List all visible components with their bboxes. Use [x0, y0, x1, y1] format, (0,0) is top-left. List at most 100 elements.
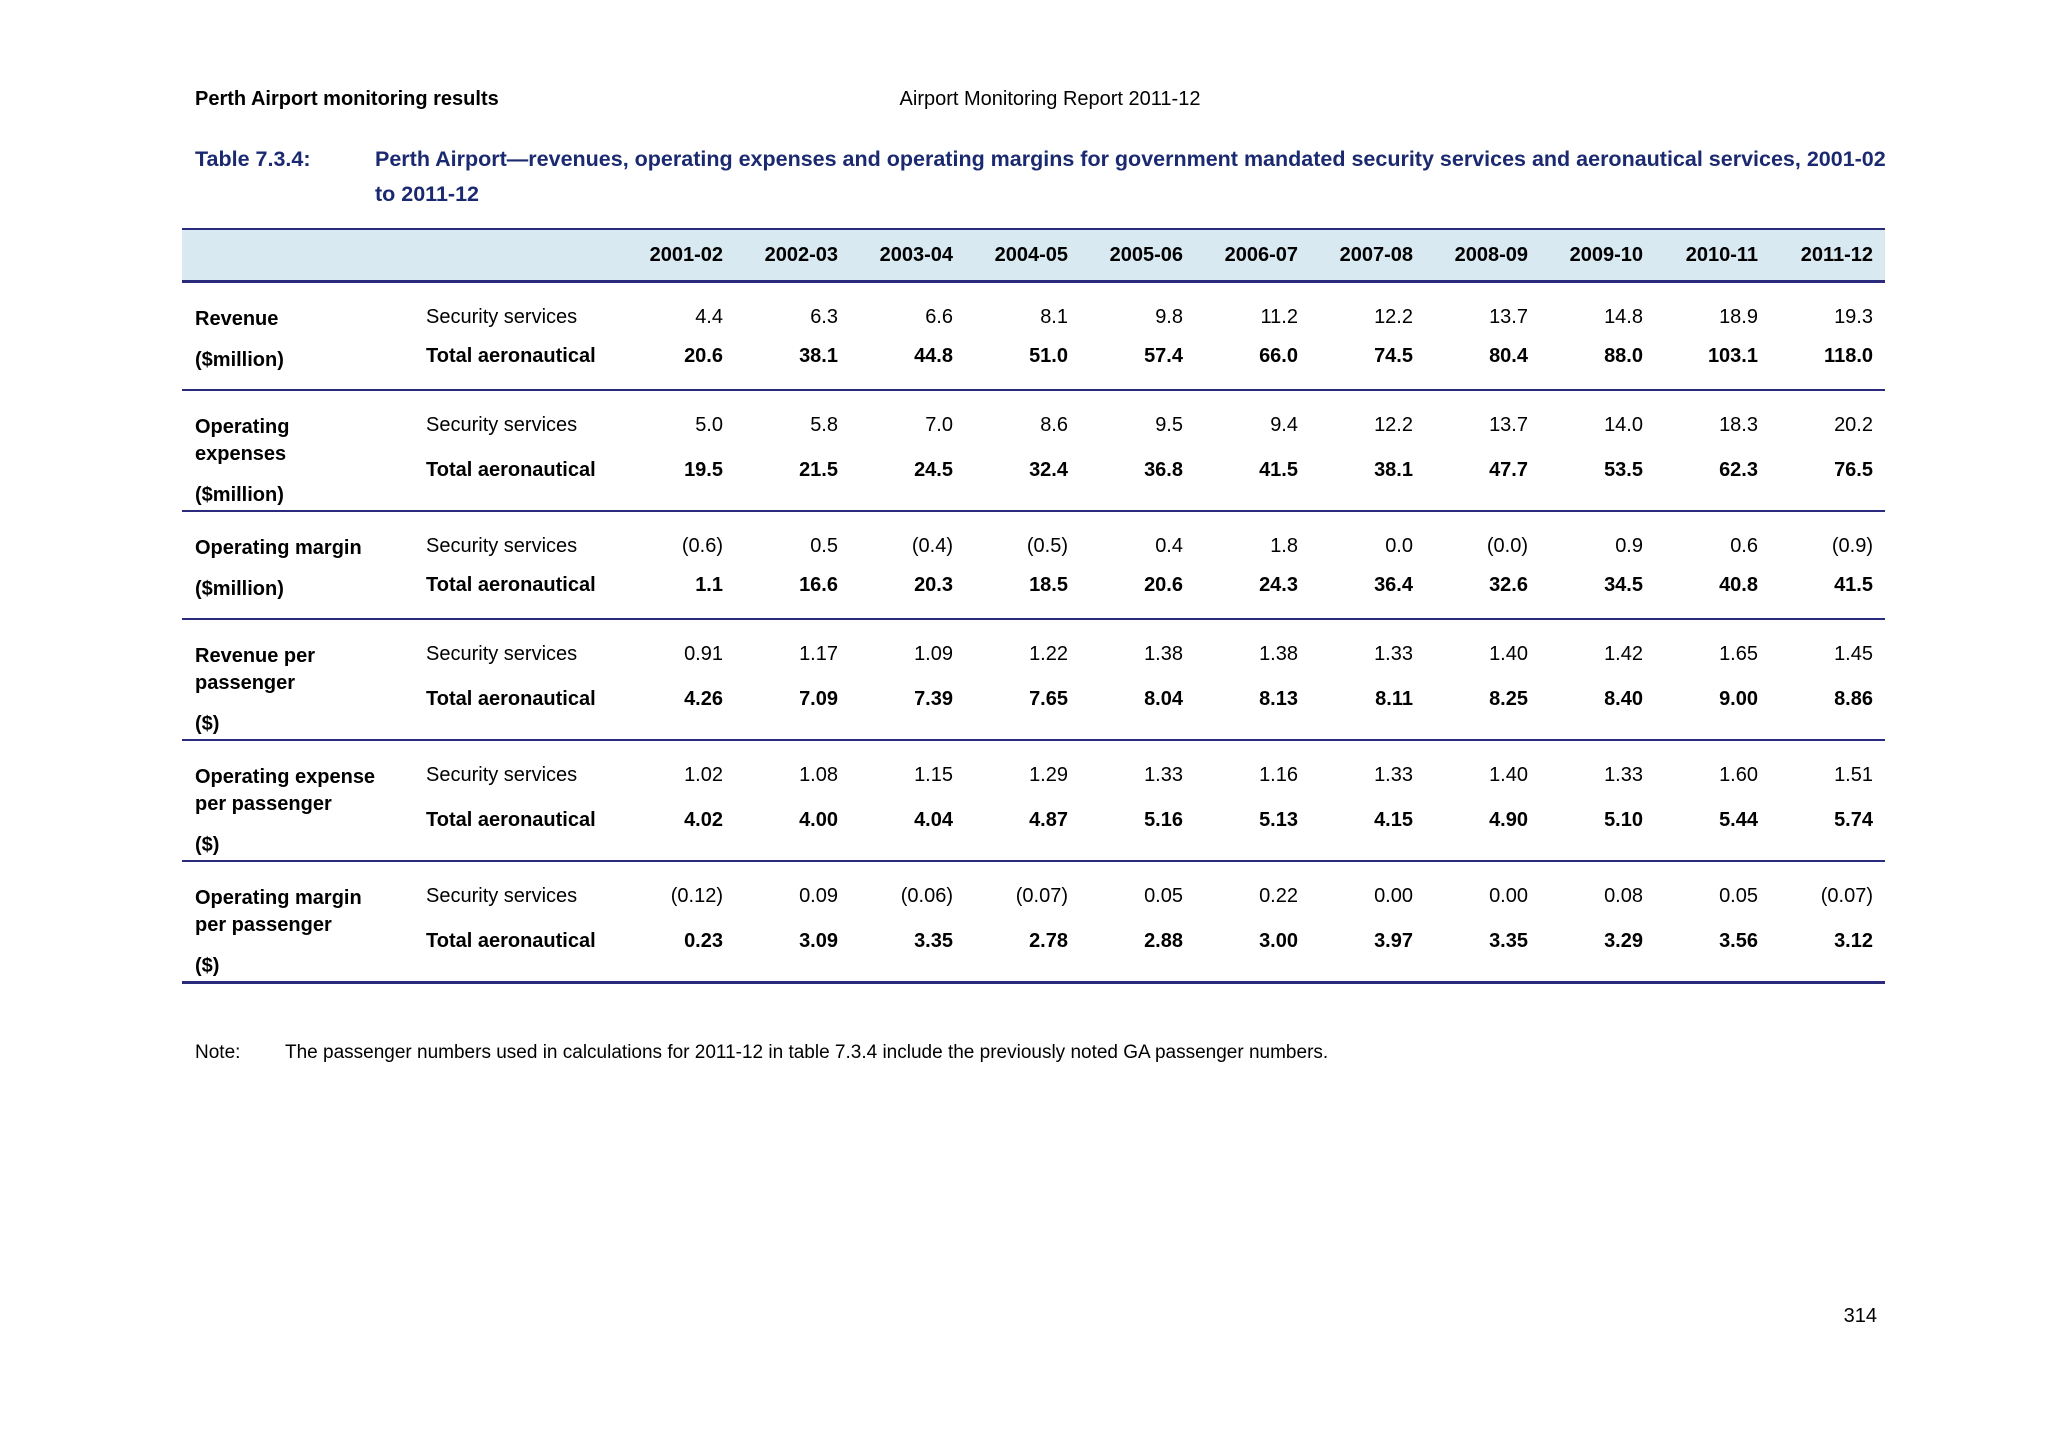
value-cell: 4.02 — [684, 808, 723, 831]
year-header-cell: 2004-05 — [965, 228, 1080, 283]
value-cell: 13.7 — [1489, 306, 1528, 328]
value-cell: 1.29 — [1029, 764, 1068, 786]
subcategory-label: Total aeronautical — [426, 574, 596, 596]
value-cell: 0.5 — [810, 535, 838, 557]
value-cell: 51.0 — [1029, 345, 1068, 367]
value-cell: 47.7 — [1489, 458, 1528, 481]
row-group-name-line: Operating margin — [195, 887, 362, 909]
value-cell: 5.10 — [1604, 808, 1643, 831]
year-header-cell: 2008-09 — [1425, 228, 1540, 283]
subcategory-label: Security services — [426, 535, 578, 557]
value-cell: (0.4) — [911, 535, 953, 557]
value-cell: 34.5 — [1604, 574, 1643, 596]
table-title-text: Perth Airport—revenues, operating expens… — [375, 147, 1886, 206]
value-cell: 0.00 — [1489, 885, 1528, 907]
value-cell: 41.5 — [1834, 574, 1873, 596]
value-cell: 24.5 — [914, 458, 953, 481]
value-cell: 57.4 — [1144, 345, 1183, 367]
value-cell: 32.4 — [1029, 458, 1068, 481]
running-header-center: Airport Monitoring Report 2011-12 — [899, 88, 1201, 110]
value-cell: 4.87 — [1029, 808, 1068, 831]
row-group-unit: ($million) — [195, 578, 284, 600]
value-cell: 1.42 — [1604, 643, 1643, 665]
table-row: Total aeronautical 19.5 21.5 24.5 32.4 36.8 41… — [182, 444, 1885, 511]
value-cell: 3.97 — [1374, 929, 1413, 952]
value-cell: 8.25 — [1489, 687, 1528, 710]
table-number-label: Table 7.3.4: — [195, 147, 311, 171]
value-cell: 14.8 — [1604, 306, 1643, 328]
row-group-name-line: expenses — [195, 443, 287, 465]
value-cell: 2.78 — [1029, 929, 1068, 952]
row-group-label: Operating margin ($million) — [182, 511, 425, 619]
value-cell: 3.35 — [1489, 929, 1528, 952]
value-cell: 1.8 — [1270, 535, 1298, 557]
row-group-unit: ($million) — [195, 349, 284, 371]
subcategory-label: Security services — [426, 414, 578, 436]
value-cell: 1.02 — [684, 764, 723, 786]
value-cell: 8.6 — [1040, 414, 1068, 436]
value-cell: 0.09 — [799, 885, 838, 907]
subcategory-label: Total aeronautical — [426, 687, 596, 710]
value-cell: 32.6 — [1489, 574, 1528, 596]
value-cell: 38.1 — [799, 345, 838, 367]
value-cell: 36.4 — [1374, 574, 1413, 596]
value-cell: 103.1 — [1707, 345, 1758, 367]
value-cell: 66.0 — [1259, 345, 1298, 367]
value-cell: 36.8 — [1144, 458, 1183, 481]
monitoring-results-table: 2001-02 2002-03 2003-04 2004-05 2005-06 2006-… — [182, 228, 1885, 984]
row-group-name-line: per passenger — [195, 793, 332, 815]
value-cell: (0.5) — [1026, 535, 1068, 557]
value-cell: 12.2 — [1374, 306, 1413, 328]
value-cell: 1.22 — [1029, 643, 1068, 665]
value-cell: 14.0 — [1604, 414, 1643, 436]
row-group-label: Operating expenses ($million) — [182, 390, 425, 511]
value-cell: 4.04 — [914, 808, 953, 831]
value-cell: 1.65 — [1719, 643, 1758, 665]
value-cell: 6.3 — [810, 306, 838, 328]
value-cell: 41.5 — [1259, 458, 1298, 481]
row-group-label: Revenue ($million) — [182, 282, 425, 391]
value-cell: 18.5 — [1029, 574, 1068, 596]
value-cell: 5.44 — [1719, 808, 1758, 831]
value-cell: 5.13 — [1259, 808, 1298, 831]
table-row: Total aeronautical 4.26 7.09 7.39 7.65 8.04 8.… — [182, 673, 1885, 740]
subcategory-label: Security services — [426, 764, 578, 786]
value-cell: 76.5 — [1834, 458, 1873, 481]
value-cell: 20.2 — [1834, 414, 1873, 436]
value-cell: 20.6 — [684, 345, 723, 367]
value-cell: 9.00 — [1719, 687, 1758, 710]
value-cell: 1.17 — [799, 643, 838, 665]
value-cell: 1.33 — [1374, 764, 1413, 786]
value-cell: 0.05 — [1719, 885, 1758, 907]
year-header-cell: 2011-12 — [1770, 228, 1885, 283]
row-group-unit: ($million) — [195, 484, 284, 506]
value-cell: 7.09 — [799, 687, 838, 710]
value-cell: 1.1 — [695, 574, 723, 596]
row-group-name-line: Revenue per — [195, 645, 316, 667]
value-cell: 80.4 — [1489, 345, 1528, 367]
value-cell: 1.16 — [1259, 764, 1298, 786]
year-header-cell: 2005-06 — [1080, 228, 1195, 283]
row-group-name-line: passenger — [195, 672, 296, 694]
footnote: Note: The passenger numbers used in calc… — [195, 1042, 1910, 1064]
value-cell: 1.51 — [1834, 764, 1873, 786]
value-cell: (0.07) — [1820, 885, 1873, 907]
subcategory-label: Security services — [426, 885, 578, 907]
header-cell-empty — [182, 228, 425, 283]
row-group-name-line: per passenger — [195, 914, 332, 936]
subcategory-label: Total aeronautical — [426, 929, 596, 952]
value-cell: (0.9) — [1831, 535, 1873, 557]
running-header-left: Perth Airport monitoring results — [195, 88, 499, 110]
table-caption: Table 7.3.4: Perth Airport—revenues, ope… — [195, 142, 1910, 212]
table-head: 2001-02 2002-03 2003-04 2004-05 2005-06 2006-… — [182, 228, 1885, 283]
table-row: Operating expenses ($million) Security serv… — [182, 390, 1885, 506]
year-header-cell: 2007-08 — [1310, 228, 1425, 283]
value-cell: 1.33 — [1374, 643, 1413, 665]
value-cell: 4.00 — [799, 808, 838, 831]
footnote-label: Note: — [195, 1042, 241, 1063]
row-group: Revenue per passenger ($) Security services… — [182, 619, 1885, 740]
value-cell: 88.0 — [1604, 345, 1643, 367]
value-cell: (0.0) — [1486, 535, 1528, 557]
subcategory-label: Security services — [426, 643, 578, 665]
page-header: Perth Airport monitoring results Airport… — [195, 88, 1905, 116]
